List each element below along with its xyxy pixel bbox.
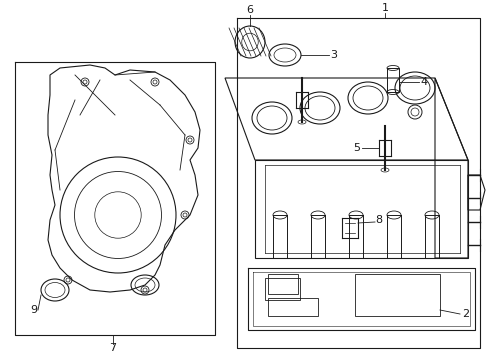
Text: 2: 2 <box>461 309 468 319</box>
Text: 1: 1 <box>381 3 387 13</box>
Bar <box>386 68 398 92</box>
Text: 6: 6 <box>246 5 253 15</box>
Text: 8: 8 <box>374 215 381 225</box>
Text: 4: 4 <box>419 77 426 87</box>
Bar <box>267 274 297 294</box>
Text: 3: 3 <box>329 50 336 60</box>
Text: 5: 5 <box>352 143 359 153</box>
Bar <box>267 298 317 316</box>
Text: 9: 9 <box>30 305 37 315</box>
Bar <box>354 274 439 316</box>
Bar <box>264 278 299 300</box>
Text: 7: 7 <box>109 343 116 353</box>
